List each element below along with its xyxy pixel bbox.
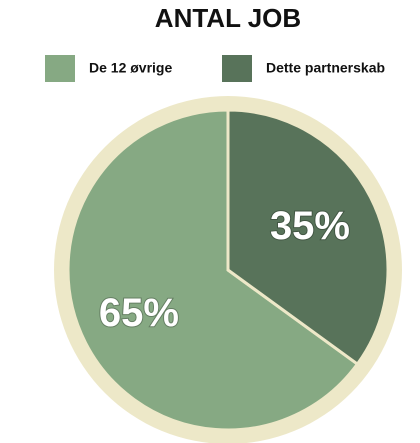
legend-swatch <box>222 55 252 82</box>
legend-swatch <box>45 55 75 82</box>
legend-label: De 12 øvrige <box>89 60 172 76</box>
pie-slice <box>226 108 390 367</box>
slice-label: 65% <box>99 291 179 335</box>
pie-slice <box>66 108 360 432</box>
legend-label: Dette partnerskab <box>266 60 385 76</box>
slice-label: 35% <box>270 204 350 248</box>
chart-title: ANTAL JOB <box>155 3 301 33</box>
